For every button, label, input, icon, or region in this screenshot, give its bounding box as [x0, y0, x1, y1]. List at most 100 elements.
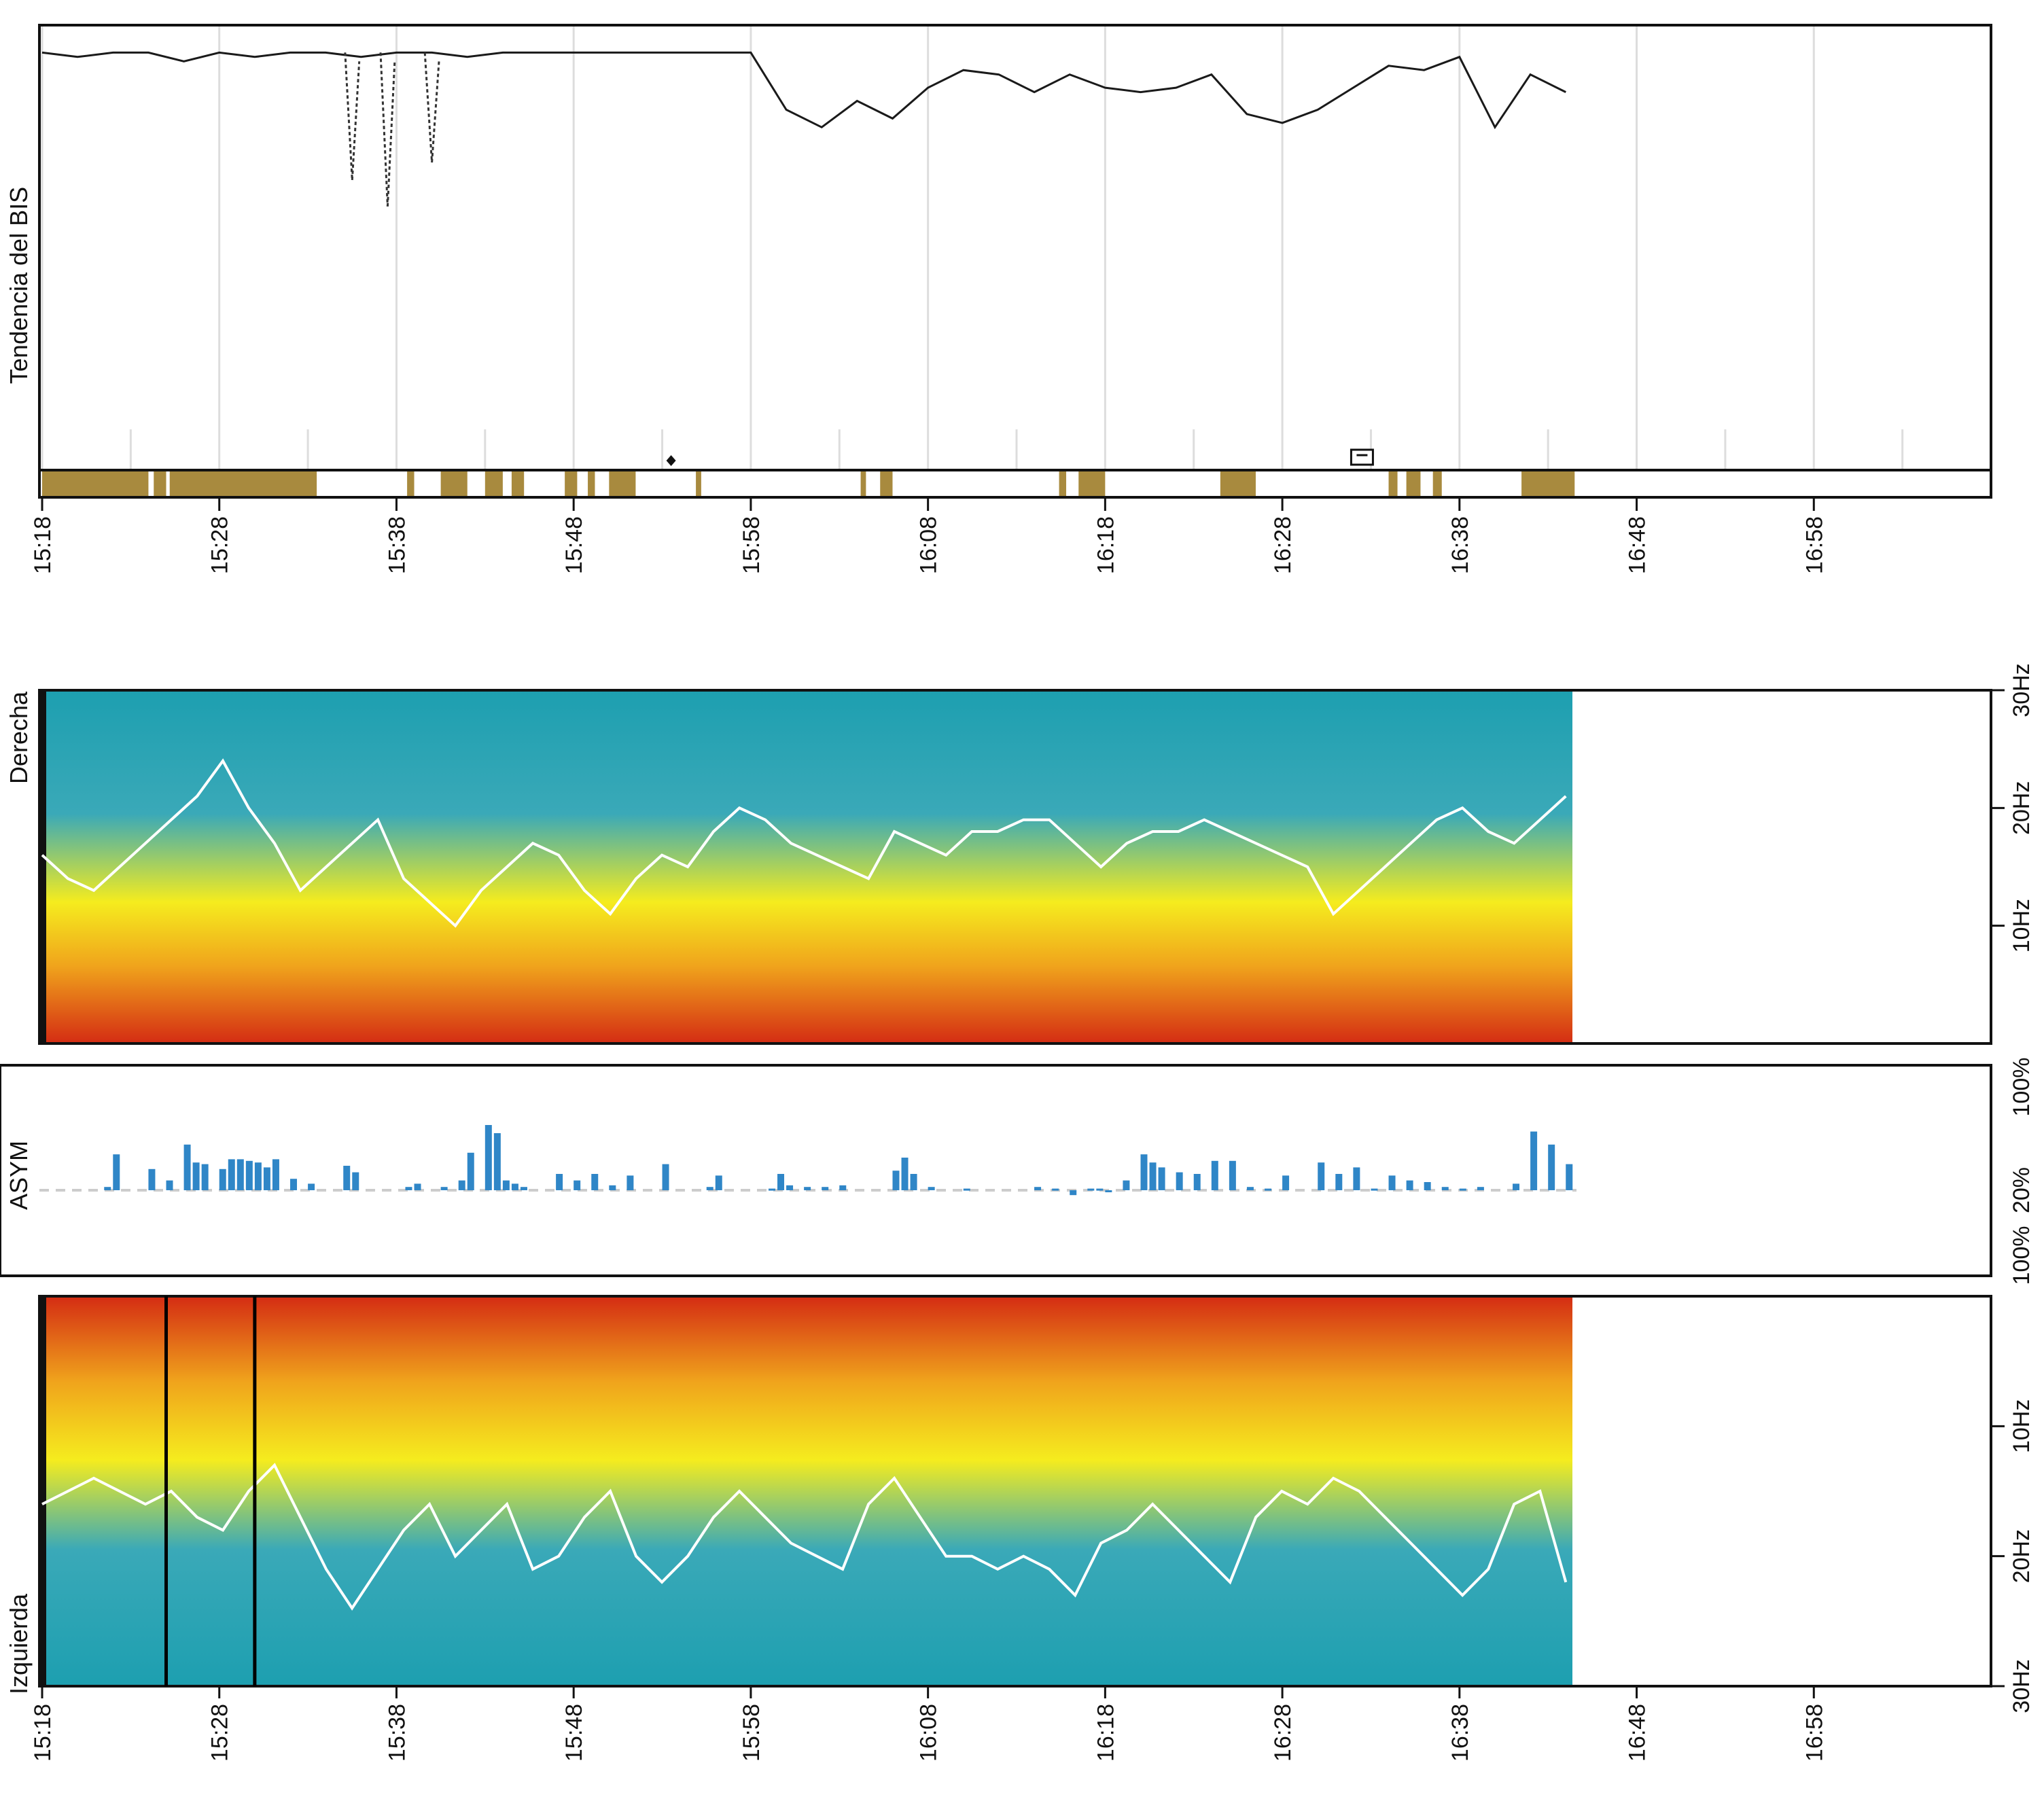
- bottom-x-tick-label: 15:48: [561, 1704, 587, 1762]
- asym-bar: [768, 1188, 775, 1191]
- artifact-strip: [42, 471, 1575, 496]
- asym-bar: [1193, 1174, 1201, 1190]
- top-x-tick-label: 16:38: [1447, 516, 1473, 574]
- asym-panel: ASYM 100% 20% 100%: [0, 1058, 2034, 1285]
- artifact-segment: [860, 471, 866, 496]
- asym-bar: [1096, 1188, 1104, 1191]
- artifact-segment: [1432, 471, 1442, 496]
- artifact-segment: [1406, 471, 1421, 496]
- asym-bar: [662, 1164, 669, 1190]
- right-y-tick-label: 10Hz: [2009, 899, 2034, 952]
- asym-tick-label: 100%: [2009, 1226, 2034, 1285]
- spectrogram-right-fill: [39, 690, 1572, 1043]
- asym-bar: [263, 1167, 270, 1190]
- bottom-x-tick-label: 16:58: [1801, 1704, 1827, 1762]
- artifact-segment: [1220, 471, 1256, 496]
- artifact-segment: [169, 471, 317, 496]
- sef-line-right: [41, 758, 1567, 928]
- top-x-tick-label: 16:48: [1625, 516, 1651, 574]
- top-x-ticks: 15:18 15:28 15:38 15:48 15:58 16:08 16:18 16:28…: [30, 497, 1827, 574]
- asym-bar: [104, 1187, 111, 1190]
- bottom-x-tick-label: 16:38: [1447, 1704, 1473, 1762]
- asym-bar: [484, 1125, 492, 1190]
- asym-bar: [308, 1183, 315, 1190]
- spectrogram-right-ylabel: Derecha: [5, 691, 33, 784]
- top-x-tick-label: 16:58: [1801, 516, 1827, 574]
- top-x-tick-label: 16:08: [916, 516, 942, 574]
- asym-bar: [245, 1160, 253, 1190]
- bis-dip: [344, 52, 353, 181]
- bottom-x-tick-label: 15:28: [207, 1704, 233, 1762]
- asym-bar: [148, 1168, 156, 1190]
- left-y-tick-label: 20Hz: [2009, 1529, 2034, 1583]
- artifact-segment: [1078, 471, 1106, 496]
- asym-bar: [1034, 1187, 1042, 1190]
- box-marker: [1350, 448, 1374, 466]
- asym-bar: [511, 1183, 518, 1190]
- asym-bar: [458, 1180, 465, 1190]
- asym-tick-label: 20%: [2009, 1167, 2034, 1213]
- asym-bar: [892, 1171, 900, 1190]
- diamond-marker: [666, 455, 676, 466]
- asym-tick-label: 100%: [2009, 1058, 2034, 1117]
- artifact-segment: [1388, 471, 1398, 496]
- bottom-x-tick-label: 15:58: [739, 1704, 764, 1762]
- asym-bar: [963, 1188, 970, 1191]
- asym-bar: [228, 1159, 235, 1190]
- asym-bar: [1052, 1188, 1059, 1191]
- asym-bar: [201, 1164, 209, 1190]
- asym-bar: [574, 1180, 581, 1190]
- right-y-tick-label: 20Hz: [2009, 781, 2034, 835]
- asym-bar: [1123, 1180, 1130, 1190]
- top-x-tick-label: 15:38: [384, 516, 410, 574]
- asym-bar: [1513, 1183, 1520, 1190]
- asym-bar: [1371, 1188, 1378, 1191]
- asym-bar: [556, 1174, 563, 1190]
- top-x-tick-label: 15:58: [739, 516, 764, 574]
- asym-bar: [1105, 1190, 1112, 1192]
- artifact-segment: [609, 471, 636, 496]
- bis-dip: [431, 61, 440, 163]
- spectrogram-right-frame: [38, 689, 1992, 1045]
- asym-bar: [467, 1152, 474, 1190]
- asym-bar: [272, 1159, 279, 1190]
- asym-bar: [627, 1175, 634, 1190]
- asym-bar: [1246, 1187, 1254, 1190]
- asym-bar: [1176, 1172, 1183, 1190]
- asym-bar: [1140, 1154, 1148, 1190]
- asym-bar: [1229, 1160, 1236, 1190]
- asym-bar: [1477, 1187, 1484, 1190]
- bottom-x-tick-label: 15:18: [30, 1704, 56, 1762]
- asym-bar: [192, 1162, 200, 1190]
- asym-bar: [113, 1154, 120, 1190]
- artifact-segment: [588, 471, 595, 496]
- asym-bar: [1530, 1131, 1538, 1190]
- top-x-tick-label: 15:28: [207, 516, 233, 574]
- asym-bar: [352, 1172, 359, 1190]
- asym-bar: [493, 1133, 501, 1190]
- artifact-strip-frame: [38, 469, 1992, 499]
- artifact-segment: [154, 471, 166, 496]
- asym-bar: [591, 1174, 599, 1190]
- top-x-tick-label: 15:48: [561, 516, 587, 574]
- left-y-tick-label: 10Hz: [2009, 1399, 2034, 1453]
- asym-bar: [254, 1162, 262, 1190]
- asym-bar: [706, 1187, 713, 1190]
- artifact-segment: [42, 471, 149, 496]
- asym-bar: [343, 1166, 351, 1190]
- bis-dip: [386, 61, 396, 207]
- asym-bar: [219, 1168, 226, 1190]
- asym-bar: [1566, 1164, 1573, 1190]
- artifact-segment: [565, 471, 578, 496]
- asym-bar: [1211, 1160, 1218, 1190]
- asym-bar: [804, 1187, 811, 1190]
- bottom-x-tick-label: 15:38: [384, 1704, 410, 1762]
- spectrogram-left-ylabel: Izquierda: [5, 1593, 33, 1694]
- asym-bar: [1388, 1175, 1396, 1190]
- artifact-segment: [484, 471, 503, 496]
- asym-bar: [1265, 1188, 1272, 1191]
- asym-bar: [166, 1180, 173, 1190]
- asym-bar: [440, 1187, 448, 1190]
